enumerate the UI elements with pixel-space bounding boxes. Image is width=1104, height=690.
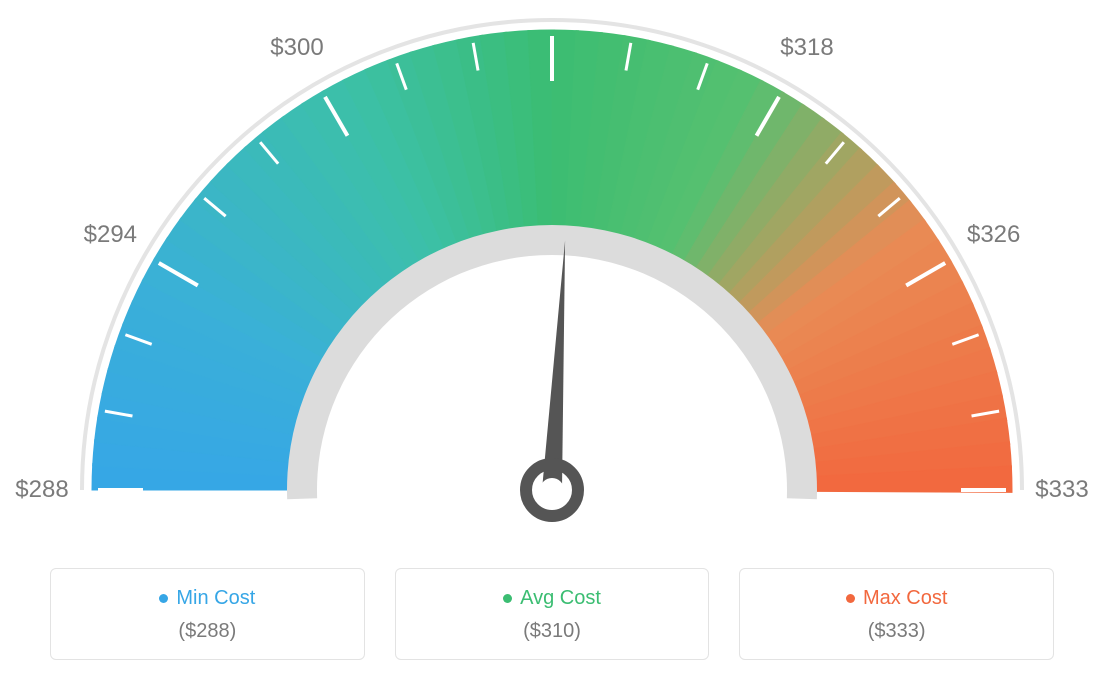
legend-value-avg: ($310): [406, 620, 699, 643]
legend-dot-avg: [503, 594, 512, 603]
legend-dot-max: [846, 594, 855, 603]
legend-card-min: Min Cost ($288): [50, 568, 365, 660]
legend-card-max: Max Cost ($333): [739, 568, 1054, 660]
gauge-tick-label: $294: [84, 221, 137, 249]
legend-value-min: ($288): [61, 620, 354, 643]
legend-value-max: ($333): [750, 620, 1043, 643]
legend-title-avg-text: Avg Cost: [520, 587, 601, 609]
gauge-tick-label: $326: [967, 221, 1020, 249]
gauge-tick-label: $288: [15, 476, 68, 504]
legend-row: Min Cost ($288) Avg Cost ($310) Max Cost…: [50, 568, 1054, 660]
legend-title-min: Min Cost: [61, 587, 354, 610]
legend-title-avg: Avg Cost: [406, 587, 699, 610]
gauge-tick-label: $318: [780, 34, 833, 62]
gauge-tick-label: $333: [1035, 476, 1088, 504]
legend-card-avg: Avg Cost ($310): [395, 568, 710, 660]
legend-title-min-text: Min Cost: [176, 587, 255, 609]
legend-title-max: Max Cost: [750, 587, 1043, 610]
gauge-svg: [0, 0, 1104, 560]
legend-dot-min: [159, 594, 168, 603]
gauge-tick-label: $300: [270, 34, 323, 62]
gauge-chart: $288$294$300$310$318$326$333: [0, 0, 1104, 560]
legend-title-max-text: Max Cost: [863, 587, 947, 609]
